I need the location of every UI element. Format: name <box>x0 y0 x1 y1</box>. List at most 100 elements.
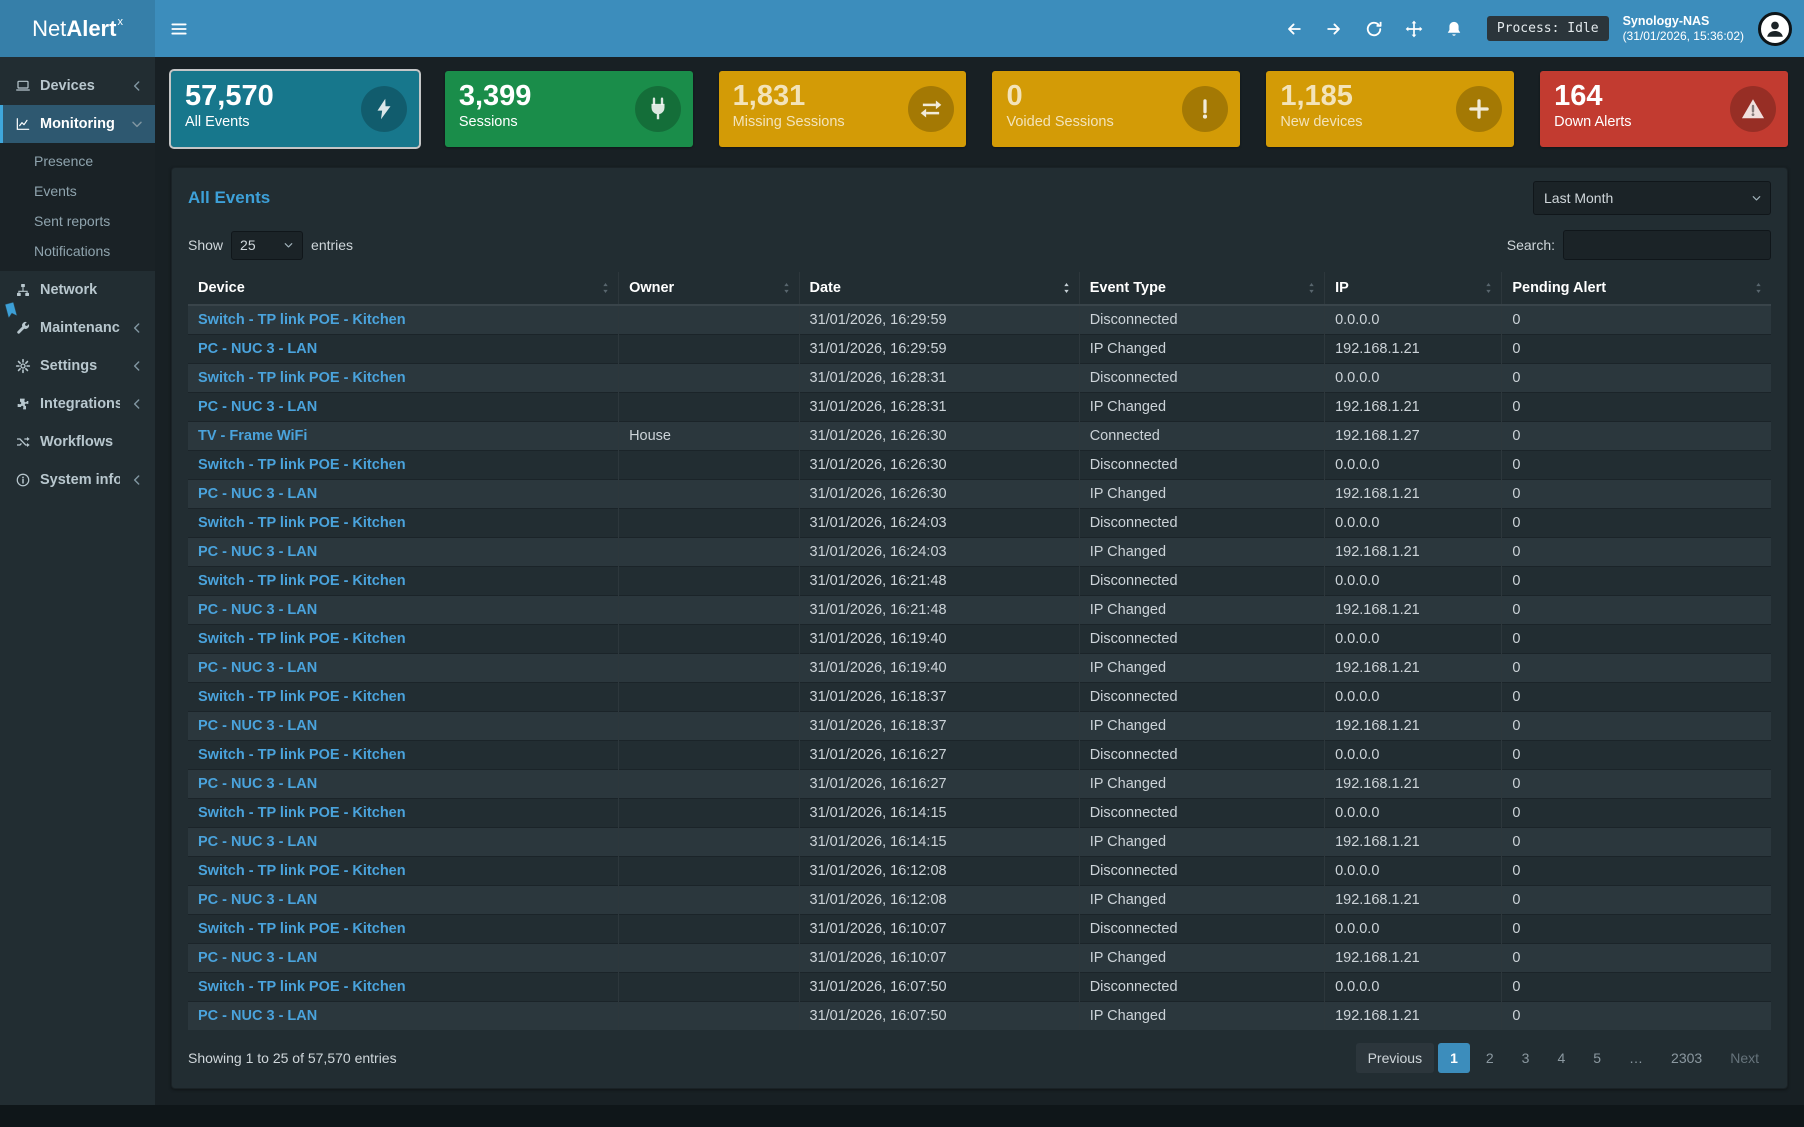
device-link[interactable]: PC - NUC 3 - LAN <box>198 717 318 734</box>
device-link[interactable]: Switch - TP link POE - Kitchen <box>198 311 406 328</box>
column-header-device[interactable]: Device <box>188 272 619 306</box>
owner-cell <box>618 1001 800 1030</box>
sidebar-item-label: Integrations <box>40 396 120 412</box>
pagination-next[interactable]: Next <box>1718 1043 1771 1073</box>
sidebar-item-network[interactable]: Network <box>0 271 155 309</box>
sidebar-subitem-sent-reports[interactable]: Sent reports <box>34 213 111 229</box>
date-cell: 31/01/2026, 16:18:37 <box>798 711 1080 740</box>
device-link[interactable]: PC - NUC 3 - LAN <box>198 485 318 502</box>
date-cell: 31/01/2026, 16:14:15 <box>798 827 1080 856</box>
sidebar-subitem-events[interactable]: Events <box>34 183 77 199</box>
main-content: 57,570 All Events 3,399 Sessions 1,831 Missin… <box>155 57 1804 1105</box>
table-wrap: Device Owner Date Event Type IP Pending Alert… <box>172 272 1787 1030</box>
sidebar-subitem-notifications[interactable]: Notifications <box>34 243 111 259</box>
stat-card-new-devices[interactable]: 1,185 New devices <box>1266 71 1515 147</box>
device-link[interactable]: Switch - TP link POE - Kitchen <box>198 369 406 386</box>
ip-cell: 192.168.1.21 <box>1324 769 1502 798</box>
search-input[interactable] <box>1563 230 1771 260</box>
pagination-page-2303[interactable]: 2303 <box>1659 1043 1714 1073</box>
pagination-page-4[interactable]: 4 <box>1545 1043 1577 1073</box>
device-link[interactable]: Switch - TP link POE - Kitchen <box>198 572 406 589</box>
stat-card-voided-sessions[interactable]: 0 Voided Sessions <box>992 71 1241 147</box>
sidebar-item-settings[interactable]: Settings <box>0 347 155 385</box>
sidebar-item-monitoring[interactable]: Monitoring <box>0 105 155 143</box>
table-row: PC - NUC 3 - LAN 31/01/2026, 16:29:59 IP C… <box>188 334 1771 363</box>
device-link[interactable]: PC - NUC 3 - LAN <box>198 775 318 792</box>
ip-cell: 0.0.0.0 <box>1324 363 1502 392</box>
device-link[interactable]: PC - NUC 3 - LAN <box>198 659 318 676</box>
nav-forward-button[interactable] <box>1317 12 1351 46</box>
device-link[interactable]: Switch - TP link POE - Kitchen <box>198 862 406 879</box>
device-cell: TV - Frame WiFi <box>188 421 619 450</box>
device-link[interactable]: Switch - TP link POE - Kitchen <box>198 920 406 937</box>
table-row: PC - NUC 3 - LAN 31/01/2026, 16:07:50 IP C… <box>188 1001 1771 1030</box>
pagination-page-3[interactable]: 3 <box>1510 1043 1542 1073</box>
pending-alert-cell: 0 <box>1501 798 1771 827</box>
device-link[interactable]: Switch - TP link POE - Kitchen <box>198 456 406 473</box>
device-cell: Switch - TP link POE - Kitchen <box>188 740 619 769</box>
pending-alert-cell: 0 <box>1501 1001 1771 1030</box>
device-link[interactable]: PC - NUC 3 - LAN <box>198 949 318 966</box>
device-link[interactable]: Switch - TP link POE - Kitchen <box>198 804 406 821</box>
period-select[interactable]: Last Month <box>1533 181 1771 215</box>
device-link[interactable]: PC - NUC 3 - LAN <box>198 1007 318 1024</box>
pending-alert-cell: 0 <box>1501 740 1771 769</box>
device-link[interactable]: PC - NUC 3 - LAN <box>198 398 318 415</box>
owner-cell <box>618 972 800 1001</box>
sidebar-item-workflows[interactable]: Workflows <box>0 423 155 461</box>
pagination-page-1[interactable]: 1 <box>1438 1043 1470 1073</box>
user-avatar[interactable] <box>1758 11 1792 46</box>
device-link[interactable]: PC - NUC 3 - LAN <box>198 601 318 618</box>
pending-alert-cell: 0 <box>1501 769 1771 798</box>
stat-label: Down Alerts <box>1554 114 1632 131</box>
nav-back-button[interactable] <box>1277 12 1311 46</box>
column-header-date[interactable]: Date <box>798 272 1080 306</box>
device-link[interactable]: Switch - TP link POE - Kitchen <box>198 746 406 763</box>
column-header-ip[interactable]: IP <box>1324 272 1502 306</box>
sidebar-toggle-button[interactable] <box>155 0 203 57</box>
device-link[interactable]: PC - NUC 3 - LAN <box>198 891 318 908</box>
ip-cell: 0.0.0.0 <box>1324 624 1502 653</box>
fullscreen-button[interactable] <box>1397 12 1431 46</box>
device-link[interactable]: PC - NUC 3 - LAN <box>198 340 318 357</box>
ip-cell: 192.168.1.21 <box>1324 595 1502 624</box>
device-cell: PC - NUC 3 - LAN <box>188 885 619 914</box>
event-type-cell: Connected <box>1078 421 1325 450</box>
device-link[interactable]: Switch - TP link POE - Kitchen <box>198 630 406 647</box>
column-header-owner[interactable]: Owner <box>618 272 800 306</box>
device-link[interactable]: PC - NUC 3 - LAN <box>198 833 318 850</box>
event-type-cell: Disconnected <box>1078 363 1325 392</box>
notifications-button[interactable] <box>1437 12 1471 46</box>
device-link[interactable]: PC - NUC 3 - LAN <box>198 543 318 560</box>
brand-logo[interactable]: Net Alert x <box>0 0 155 57</box>
pagination-page-2[interactable]: 2 <box>1474 1043 1506 1073</box>
pagination-page-5[interactable]: 5 <box>1581 1043 1613 1073</box>
stat-card-sessions[interactable]: 3,399 Sessions <box>444 71 693 147</box>
stat-card-down-alerts[interactable]: 164 Down Alerts <box>1540 71 1788 147</box>
chevron-down-icon <box>129 116 145 132</box>
event-type-cell: IP Changed <box>1078 334 1325 363</box>
pending-alert-cell: 0 <box>1501 421 1771 450</box>
column-header-event-type[interactable]: Event Type <box>1078 272 1325 306</box>
table-row: Switch - TP link POE - Kitchen 31/01/2026… <box>188 508 1771 537</box>
stat-card-missing-sessions[interactable]: 1,831 Missing Sessions <box>718 71 967 147</box>
ip-cell: 0.0.0.0 <box>1324 450 1502 479</box>
device-link[interactable]: Switch - TP link POE - Kitchen <box>198 514 406 531</box>
device-link[interactable]: Switch - TP link POE - Kitchen <box>198 688 406 705</box>
refresh-button[interactable] <box>1357 12 1391 46</box>
sidebar-subitem-presence[interactable]: Presence <box>34 153 94 169</box>
quick-access-tag-icon[interactable] <box>0 298 22 322</box>
sidebar-item-integrations[interactable]: Integrations <box>0 385 155 423</box>
pagination-previous[interactable]: Previous <box>1355 1043 1435 1073</box>
pending-alert-cell: 0 <box>1501 711 1771 740</box>
device-link[interactable]: TV - Frame WiFi <box>198 427 308 444</box>
device-link[interactable]: Switch - TP link POE - Kitchen <box>198 978 406 995</box>
column-header-pending-alert[interactable]: Pending Alert <box>1501 272 1771 306</box>
pending-alert-cell: 0 <box>1501 972 1771 1001</box>
sidebar-item-maintenance[interactable]: Maintenance <box>0 309 155 347</box>
sidebar-item-devices[interactable]: Devices <box>0 67 155 105</box>
stat-card-all-events[interactable]: 57,570 All Events <box>169 69 421 149</box>
page-length-select[interactable]: 25 <box>231 230 304 260</box>
stat-value: 164 <box>1554 80 1603 112</box>
sidebar-item-system-info[interactable]: System info <box>0 461 155 499</box>
